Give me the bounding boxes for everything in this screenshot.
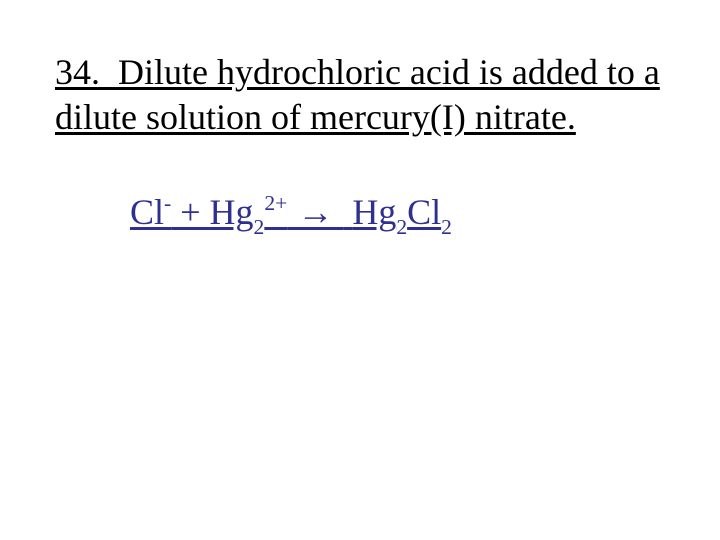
- question-number: 34.: [55, 52, 100, 92]
- slide-container: 34. Dilute hydrochloric acid is added to…: [0, 0, 720, 540]
- question-body: Dilute hydrochloric acid is added to a d…: [55, 52, 660, 137]
- equation-text: Cl- + Hg22+ → Hg2Cl2 Cl- + Hg22+ → Hg2Cl…: [130, 192, 452, 232]
- question-text: 34. Dilute hydrochloric acid is added to…: [55, 50, 670, 140]
- chemical-equation: Cl- + Hg22+ → Hg2Cl2 Cl- + Hg22+ → Hg2Cl…: [130, 190, 670, 239]
